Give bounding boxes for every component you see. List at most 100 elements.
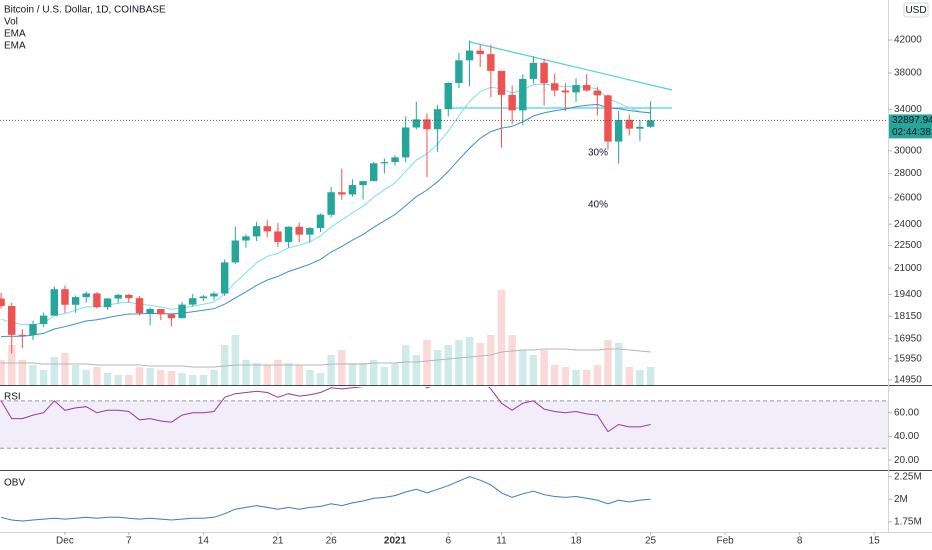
volume-bar [465, 337, 474, 385]
volume-bar [455, 340, 463, 385]
x-tick-label: 25 [645, 536, 657, 547]
legend-item: EMA [4, 29, 26, 40]
volume-bar [316, 373, 325, 385]
candle-body [316, 214, 325, 229]
candle-body [7, 305, 16, 335]
y-tick-label: 28000 [894, 168, 922, 179]
volume-bar [433, 350, 442, 385]
volume-bar [487, 335, 495, 385]
volume-ma [1, 348, 651, 368]
candle-body [178, 304, 186, 319]
volume-bar [7, 345, 16, 385]
volume-bar [551, 365, 559, 385]
volume-bar [39, 370, 48, 385]
candle-body [71, 297, 80, 305]
y-tick-label: 14950 [894, 375, 922, 386]
candle-body [167, 314, 176, 319]
y-tick-label: 42000 [894, 35, 922, 46]
candle-body [210, 293, 218, 297]
y-tick-label: 22500 [894, 240, 922, 251]
candle-body [582, 85, 591, 91]
volume-bar [18, 360, 27, 385]
candle-body [476, 50, 484, 55]
candle-body [614, 119, 623, 142]
volume-bar [625, 367, 633, 385]
rsi-band [0, 400, 888, 449]
volume-bar [519, 350, 527, 385]
x-tick-label: 2021 [384, 536, 407, 547]
currency[interactable]: USD [905, 5, 926, 16]
volume-bar [593, 365, 602, 385]
candle-body [29, 324, 37, 336]
annotation: 40% [588, 200, 608, 211]
volume-bar [61, 353, 69, 385]
candle-body [295, 226, 303, 235]
candle-body [146, 308, 154, 314]
candle-body [157, 308, 165, 315]
ema-line [0, 83, 651, 326]
volume-bar [646, 367, 655, 385]
pane-title: OBV [4, 478, 25, 489]
volume-bar [614, 343, 623, 385]
candle-body [646, 120, 655, 127]
candle-body [231, 240, 240, 263]
candle-body [455, 60, 463, 83]
volume-bar [157, 370, 165, 385]
volume-bar [284, 363, 293, 385]
candle-body [561, 90, 570, 93]
candle-body [18, 334, 27, 336]
candle-body [508, 94, 516, 111]
volume-bar [444, 345, 452, 385]
volume-bar [582, 370, 591, 385]
candle-body [338, 192, 346, 195]
last-price: 32897.94 [892, 115, 932, 126]
candle-body [433, 109, 442, 130]
candle-body [370, 163, 378, 182]
volume-bar [412, 355, 421, 385]
candle-body [572, 85, 580, 93]
volume-bar [306, 370, 314, 385]
candle-body [423, 119, 431, 130]
volume-bar [93, 367, 101, 385]
volume-bar [274, 360, 282, 385]
volume-bar [327, 355, 335, 385]
volume-bar [263, 365, 271, 385]
x-tick-label: 21 [272, 536, 284, 547]
y-tick-label: 60.00 [894, 407, 919, 418]
candle-body [444, 82, 452, 110]
volume-bar [423, 340, 431, 385]
x-tick-label: 7 [126, 536, 132, 547]
candle-body [391, 157, 399, 163]
volume-bar [82, 370, 90, 385]
volume-bar [135, 367, 144, 385]
candle-body [61, 289, 69, 305]
candle-body [348, 185, 357, 195]
volume-bar [0, 360, 5, 385]
legend-item: EMA [4, 41, 26, 52]
volume-bar [338, 350, 346, 385]
y-tick-label: 20.00 [894, 455, 919, 466]
x-tick-label: 8 [797, 536, 803, 547]
volume-bar [636, 370, 644, 385]
candle-body [551, 83, 559, 91]
candle-body [636, 126, 644, 129]
candle-body [497, 70, 506, 95]
y-tick-label: 2.25M [894, 471, 922, 482]
candle-body [39, 315, 48, 325]
candle-body [284, 226, 293, 242]
candle-body [50, 289, 59, 316]
x-tick-label: Feb [716, 536, 734, 547]
currency-box[interactable] [903, 2, 929, 18]
volume-bar [401, 345, 410, 385]
candle-body [220, 262, 229, 294]
volume-bar [497, 290, 506, 385]
candle-body [263, 226, 271, 232]
legend-item: Vol [4, 17, 18, 28]
volume-bar [242, 360, 250, 385]
volume-bar [561, 367, 570, 385]
volume-bar [529, 355, 538, 385]
volume-bar [167, 371, 176, 385]
volume-bar [391, 363, 399, 385]
candle-body [593, 90, 602, 96]
